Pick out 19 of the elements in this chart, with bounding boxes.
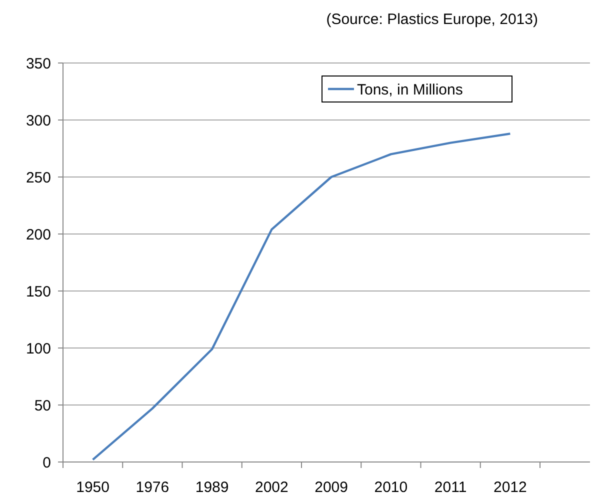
x-tick-label: 2010 bbox=[374, 479, 408, 496]
text: (Source: Plastics Europe, 2013) bbox=[326, 11, 538, 28]
y-tick-label: 100 bbox=[26, 340, 51, 358]
x-tick-label: 1989 bbox=[195, 479, 229, 496]
x-tick-label: 2011 bbox=[434, 479, 467, 496]
x-tick-label: 1976 bbox=[136, 479, 170, 496]
line-series bbox=[92, 132, 512, 461]
x-tick-label: 1950 bbox=[76, 479, 110, 496]
y-tick-label: 250 bbox=[26, 169, 51, 186]
y-tick-label: 200 bbox=[26, 226, 51, 244]
y-tick-label: 300 bbox=[26, 112, 51, 130]
y-tick-label: 50 bbox=[34, 397, 51, 414]
y-tick-label: 350 bbox=[26, 55, 51, 72]
legend-label: Tons, in Millions bbox=[357, 81, 463, 98]
y-tick-label: 0 bbox=[42, 454, 51, 472]
x-tick-label: 2012 bbox=[494, 479, 527, 496]
x-tick-label: 2009 bbox=[314, 479, 348, 496]
y-tick-label: 150 bbox=[26, 283, 51, 300]
x-tick-label: 2002 bbox=[255, 479, 288, 496]
